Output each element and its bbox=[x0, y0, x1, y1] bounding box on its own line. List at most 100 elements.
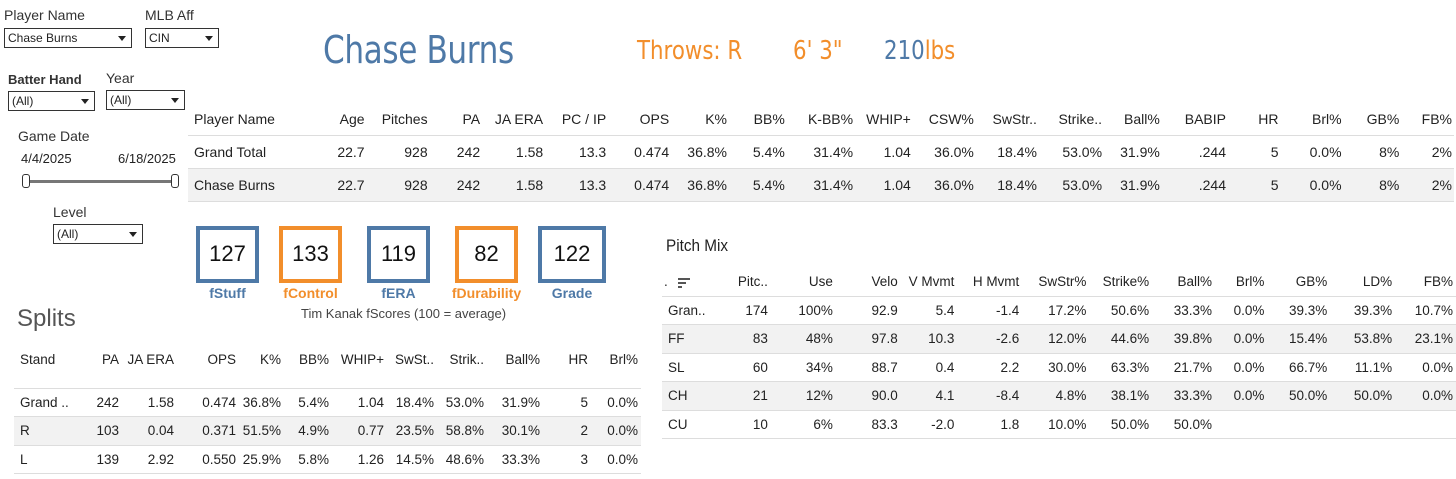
mlb-aff-value: CIN bbox=[149, 31, 170, 45]
table-cell: 0.0% bbox=[1309, 143, 1342, 160]
table-cell: 242 bbox=[456, 143, 481, 160]
table-cell: 928 bbox=[404, 143, 428, 160]
table-cell: 1.58 bbox=[515, 143, 544, 160]
table-cell: 14.5% bbox=[395, 451, 434, 467]
year-dropdown[interactable]: (All) bbox=[106, 90, 185, 110]
column-header: Ball% bbox=[1124, 111, 1160, 128]
table-cell: 44.6% bbox=[1110, 331, 1150, 347]
table-cell: 53.0% bbox=[445, 394, 484, 410]
table-cell: CH bbox=[668, 388, 688, 404]
table-cell: 0.0% bbox=[607, 423, 638, 439]
sort-header[interactable]: . bbox=[662, 268, 716, 296]
table-row[interactable]: Grand Total 22.7 928 242 1.58 13.3 0.474 36.8% 5… bbox=[188, 135, 1454, 168]
table-cell: 103 bbox=[96, 423, 119, 439]
table-row[interactable]: CH 21 12% 90.0 4.1 -8.4 4.8% 38.1% 33.3% 0.0% 50.0… bbox=[662, 381, 1456, 410]
batter-hand-label: Batter Hand bbox=[8, 72, 82, 87]
table-cell: 18.4% bbox=[997, 143, 1037, 160]
table-row[interactable]: Chase Burns 22.7 928 242 1.58 13.3 0.474 36.8% 5… bbox=[188, 168, 1454, 201]
table-cell: 8% bbox=[1379, 143, 1400, 160]
column-header: K% bbox=[259, 352, 281, 367]
chevron-down-icon bbox=[205, 36, 213, 41]
game-date-start: 4/4/2025 bbox=[21, 151, 72, 166]
level-dropdown[interactable]: (All) bbox=[53, 224, 143, 244]
column-header: FB% bbox=[1421, 111, 1452, 128]
game-date-end-handle[interactable] bbox=[171, 174, 179, 188]
table-cell: 31.4% bbox=[813, 143, 854, 160]
table-cell: 4.9% bbox=[298, 423, 329, 439]
table-row[interactable]: R 103 0.04 0.371 51.5% 4.9% 0.77 23.5% 58.8% 30.1… bbox=[14, 416, 641, 445]
fscores-caption: Tim Kanak fScores (100 = average) bbox=[301, 306, 507, 321]
table-cell: -2.0 bbox=[931, 416, 955, 432]
table-row[interactable]: CU 10 6% 83.3 -2.0 1.8 10.0% 50.0% 50.0% bbox=[662, 410, 1456, 439]
table-cell: 5.4% bbox=[752, 143, 785, 160]
mlb-aff-dropdown[interactable]: CIN bbox=[145, 28, 219, 48]
column-header: PA bbox=[101, 352, 119, 367]
chevron-down-icon bbox=[81, 99, 89, 104]
table-row[interactable]: SL 60 34% 88.7 0.4 2.2 30.0% 63.3% 21.7% 0.0% 66.7… bbox=[662, 353, 1456, 382]
table-cell: 25.9% bbox=[242, 451, 281, 467]
table-cell: -8.4 bbox=[996, 388, 1020, 404]
column-header: Strik.. bbox=[449, 352, 484, 367]
column-header: SwStr.. bbox=[992, 111, 1037, 128]
column-header: SwStr% bbox=[1038, 274, 1087, 290]
table-cell: 36.8% bbox=[687, 176, 727, 193]
throws-text: Throws: R bbox=[637, 36, 743, 66]
table-cell: 21.7% bbox=[1173, 359, 1213, 375]
sort-icon[interactable] bbox=[677, 277, 690, 288]
batter-hand-dropdown[interactable]: (All) bbox=[8, 91, 95, 111]
mlb-aff-label: MLB Aff bbox=[145, 7, 194, 23]
table-cell: 33.3% bbox=[1173, 388, 1213, 404]
table-cell: 4.8% bbox=[1055, 388, 1087, 404]
table-cell: 0.474 bbox=[202, 394, 236, 410]
table-cell: .244 bbox=[1198, 143, 1226, 160]
table-row[interactable]: Grand .. 242 1.58 0.474 36.8% 5.4% 1.04 18.4% 53… bbox=[14, 388, 641, 417]
column-header: BB% bbox=[753, 111, 785, 128]
table-cell: 18.4% bbox=[997, 176, 1037, 193]
table-cell: 39.3% bbox=[1353, 302, 1393, 318]
splits-table: Stand PA JA ERA OPS K% BB% WHIP+ SwSt.. Strik.. B… bbox=[14, 344, 641, 474]
table-cell: 50.0% bbox=[1110, 416, 1150, 432]
table-cell: Gran.. bbox=[668, 302, 706, 318]
column-header: Brl% bbox=[1235, 274, 1265, 290]
column-header: FB% bbox=[1423, 274, 1453, 290]
column-header: V Mvmt bbox=[908, 274, 955, 290]
table-cell: 33.3% bbox=[501, 451, 540, 467]
table-cell: 0.474 bbox=[634, 143, 670, 160]
column-header: Player Name bbox=[194, 111, 275, 128]
column-header: PA bbox=[462, 111, 481, 128]
player-name-value: Chase Burns bbox=[8, 31, 78, 45]
table-row[interactable]: FF 83 48% 97.8 10.3 -2.6 12.0% 44.6% 39.8% 0.0% 15… bbox=[662, 324, 1456, 353]
table-cell: 1.58 bbox=[515, 176, 544, 193]
player-name-dropdown[interactable]: Chase Burns bbox=[4, 28, 132, 48]
chevron-down-icon bbox=[171, 98, 179, 103]
table-cell: 12% bbox=[805, 388, 833, 404]
score-box-grade: 122 bbox=[538, 226, 606, 283]
table-cell: 36.8% bbox=[687, 143, 727, 160]
game-date-slider-track[interactable] bbox=[26, 180, 176, 183]
table-cell: SL bbox=[668, 359, 685, 375]
game-date-label: Game Date bbox=[18, 128, 90, 144]
weight-unit: lbs bbox=[924, 36, 956, 66]
table-cell bbox=[1215, 410, 1267, 439]
table-cell: 48% bbox=[805, 331, 833, 347]
game-date-start-handle[interactable] bbox=[22, 174, 30, 188]
table-cell: 2 bbox=[580, 423, 588, 439]
table-cell: 63.3% bbox=[1110, 359, 1150, 375]
pitch-mix-table: . Pitc.. Use Velo V Mvmt H Mvmt SwStr% Strike% B… bbox=[662, 268, 1456, 439]
table-cell: 36.8% bbox=[242, 394, 281, 410]
table-cell: 0.0% bbox=[1233, 388, 1265, 404]
table-cell: 5 bbox=[1270, 143, 1279, 160]
table-row[interactable]: Gran.. 174 100% 92.9 5.4 -1.4 17.2% 50.6% 33.3% 0… bbox=[662, 296, 1456, 325]
score-box-fdurability: 82 bbox=[455, 226, 518, 283]
table-cell: 139 bbox=[96, 451, 119, 467]
table-cell: 928 bbox=[404, 176, 428, 193]
column-header: HR bbox=[1258, 111, 1279, 128]
table-cell: 30.1% bbox=[501, 423, 540, 439]
column-header: OPS bbox=[207, 352, 236, 367]
table-cell: 10.7% bbox=[1414, 302, 1453, 318]
table-row[interactable]: L 139 2.92 0.550 25.9% 5.8% 1.26 14.5% 48.6% 33.3… bbox=[14, 445, 641, 474]
score-label: Grade bbox=[551, 285, 593, 301]
table-cell: 90.0 bbox=[871, 388, 898, 404]
table-cell: 36.0% bbox=[934, 143, 974, 160]
table-cell: 2.2 bbox=[1000, 359, 1020, 375]
